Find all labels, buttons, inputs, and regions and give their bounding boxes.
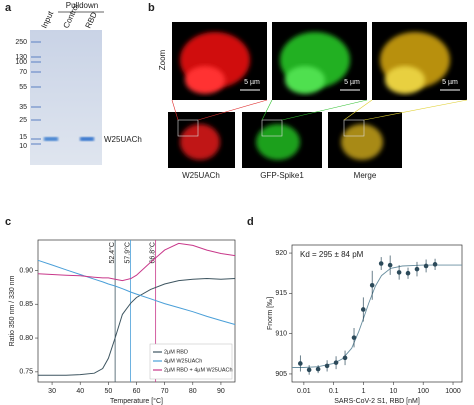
plot-frame xyxy=(291,244,463,383)
data-point xyxy=(387,262,393,268)
pulldown-header: Pulldown xyxy=(66,1,98,10)
data-point xyxy=(396,270,402,275)
lane-label: RBD xyxy=(84,10,99,29)
data-point xyxy=(423,263,429,269)
marker-label: 130 xyxy=(15,54,27,61)
y-tick-label: 905 xyxy=(275,371,287,378)
zoom-images xyxy=(172,22,467,100)
x-tick-label: 10 xyxy=(389,388,397,395)
y-tick-label: 0.80 xyxy=(19,335,33,342)
data-point xyxy=(298,361,303,366)
marker-label: 10 xyxy=(19,143,27,150)
scale-label: 5 µm xyxy=(244,79,260,86)
x-tick-label: 50 xyxy=(104,388,112,395)
scale-label: 5 µm xyxy=(344,79,360,86)
channel-label: GFP-Spike1 xyxy=(260,171,304,180)
x-tick-label: 30 xyxy=(48,388,56,395)
panel-letter: b xyxy=(148,2,155,14)
x-axis-label: Temperature [°C] xyxy=(110,397,163,405)
x-tick-label: 60 xyxy=(133,388,141,395)
panel-letter: a xyxy=(5,2,12,14)
ladder xyxy=(31,41,41,145)
gel-band xyxy=(44,137,58,141)
x-tick-label: 1 xyxy=(362,388,366,395)
data-point xyxy=(414,266,420,272)
x-tick-label: 40 xyxy=(76,388,84,395)
y-tick-label: 0.90 xyxy=(19,267,33,274)
marker-label: 250 xyxy=(15,39,27,46)
y-tick-label: 915 xyxy=(275,290,287,297)
marker-label: 100 xyxy=(15,59,27,66)
y-tick-label: 920 xyxy=(275,250,287,257)
legend-label: 2µM RBD xyxy=(164,349,188,355)
series-line xyxy=(37,259,236,325)
marker-label: 55 xyxy=(19,84,27,91)
x-tick-label: 80 xyxy=(189,388,197,395)
threshold-label: 66.8°C xyxy=(148,242,156,263)
x-tick-label: 90 xyxy=(217,388,225,395)
data-point xyxy=(342,355,348,361)
data-point xyxy=(369,282,375,288)
threshold-label: 57.9°C xyxy=(123,242,131,263)
legend-box xyxy=(149,343,233,380)
data-point xyxy=(333,360,339,365)
x-axis-label: SARS-CoV-2 S1, RBD [nM] xyxy=(334,398,420,405)
data-point xyxy=(432,262,438,267)
legend-label: 4µM W25UACh xyxy=(164,358,202,364)
marker-label: 70 xyxy=(19,69,27,76)
data-point xyxy=(351,335,357,340)
y-axis-label: Fnorm [‰] xyxy=(267,297,274,330)
fit-line xyxy=(292,264,462,368)
marker-label: 35 xyxy=(19,104,27,111)
x-tick-label: 70 xyxy=(161,388,169,395)
data-point xyxy=(324,363,330,369)
data-point xyxy=(360,307,366,312)
panel-letter: c xyxy=(5,216,11,228)
x-tick-label: 0.1 xyxy=(329,388,339,395)
lane-label: Control xyxy=(62,2,81,29)
zoom-label: Zoom xyxy=(158,49,167,70)
y-tick-label: 910 xyxy=(275,330,287,337)
data-point xyxy=(405,270,411,276)
data-point xyxy=(378,261,384,266)
series-line xyxy=(38,277,236,376)
marker-label: 25 xyxy=(19,117,27,124)
series-line xyxy=(37,242,236,282)
x-tick-label: 100 xyxy=(417,388,429,395)
y-tick-label: 0.75 xyxy=(19,369,33,376)
cell-images xyxy=(168,99,468,168)
channel-label: Merge xyxy=(354,171,377,180)
lane-label: Input xyxy=(40,9,56,30)
scale-label: 5 µm xyxy=(442,79,458,86)
x-tick-label: 0.01 xyxy=(297,388,311,395)
x-tick-label: 1000 xyxy=(445,388,461,395)
panel-letter: d xyxy=(247,216,254,228)
threshold-label: 52.4°C xyxy=(108,242,116,263)
legend-label: 2µM RBD + 4µM W25UACh xyxy=(164,367,233,373)
gel xyxy=(30,30,102,165)
band-label: W25UACh xyxy=(104,135,142,144)
marker-label: 15 xyxy=(19,134,27,141)
data-point xyxy=(315,366,321,372)
y-axis-label: Ratio 350 nm / 330 nm xyxy=(9,275,16,346)
annotation: Kd = 295 ± 84 pM xyxy=(300,250,364,259)
channel-label: W25UACh xyxy=(182,171,220,180)
gel-band xyxy=(80,137,94,141)
data-point xyxy=(306,367,312,373)
y-tick-label: 0.85 xyxy=(19,301,33,308)
